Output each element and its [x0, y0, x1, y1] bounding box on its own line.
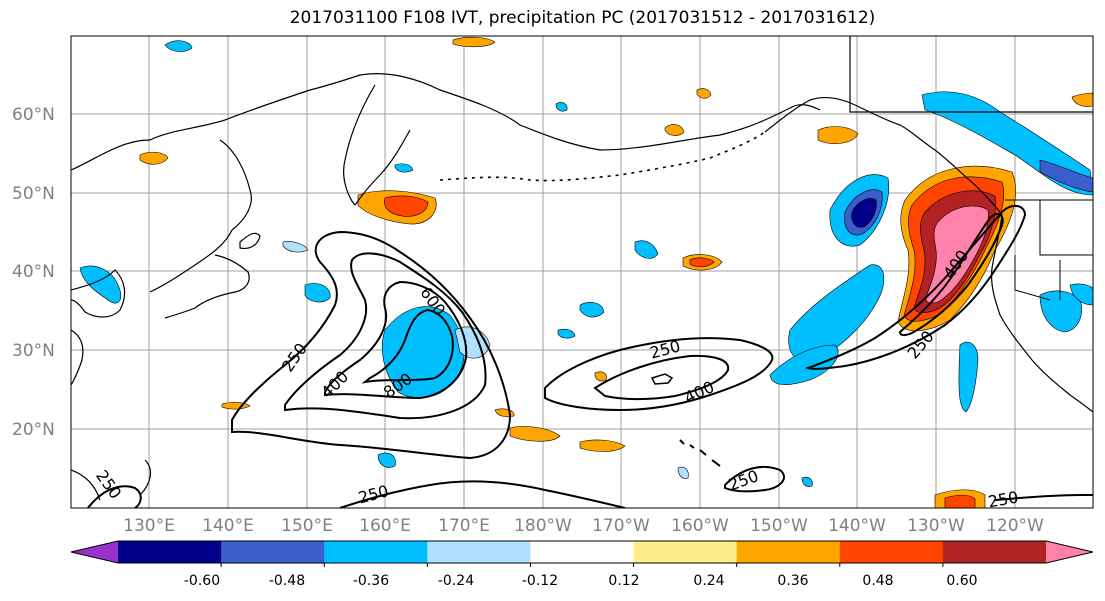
lat-label: 60°N — [12, 105, 55, 125]
contour-labels: 250 400 600 800 250 400 250 400 250 250 … — [92, 246, 1020, 511]
lat-label: 30°N — [12, 341, 55, 361]
colorbar-outline — [70, 540, 1094, 564]
lon-label: 140°W — [828, 516, 886, 536]
colorbar-segment — [427, 541, 531, 563]
lon-label: 180°W — [514, 516, 572, 536]
colorbar-segment — [221, 541, 325, 563]
colorbar: -0.60 -0.48 -0.36 -0.24 -0.12 0.12 0.24 … — [70, 540, 1094, 589]
colorbar-label: 0.60 — [946, 573, 977, 589]
map-frame — [70, 35, 1094, 509]
lon-label: 160°W — [671, 516, 729, 536]
colorbar-label: 0.36 — [777, 573, 808, 589]
colorbar-label: 0.48 — [862, 573, 893, 589]
lon-label: 150°W — [750, 516, 808, 536]
colorbar-segment — [839, 541, 944, 563]
colorbar-segment — [118, 541, 222, 563]
lat-label: 20°N — [12, 420, 55, 440]
colorbar-segment — [942, 541, 1047, 563]
colorbar-label: -0.24 — [438, 573, 474, 589]
colorbar-label: -0.36 — [353, 573, 389, 589]
colorbar-label: 0.12 — [608, 573, 639, 589]
colorbar-ticks — [220, 563, 944, 567]
colorbar-segment — [530, 541, 635, 563]
lat-label: 50°N — [12, 184, 55, 204]
lon-label: 130°E — [123, 516, 175, 536]
lon-label: 120°W — [986, 516, 1044, 536]
colorbar-labels: -0.60 -0.48 -0.36 -0.24 -0.12 0.12 0.24 … — [184, 573, 978, 589]
graticule — [71, 36, 1093, 508]
colorbar-label: -0.48 — [269, 573, 305, 589]
colorbar-label: 0.24 — [693, 573, 724, 589]
colorbar-segment — [1046, 541, 1093, 563]
longitude-labels: 130°E 140°E 150°E 160°E 170°E 180°W 170°… — [123, 516, 1044, 536]
colorbar-label: -0.12 — [522, 573, 558, 589]
lon-label: 170°E — [438, 516, 490, 536]
lat-label: 40°N — [12, 262, 55, 282]
coastlines — [71, 36, 1093, 501]
ivt-contours — [87, 204, 1093, 508]
colorbar-segment — [633, 541, 738, 563]
lon-label: 170°W — [592, 516, 650, 536]
colorbar-label: -0.60 — [184, 573, 220, 589]
precipitation-shading — [79, 36, 1093, 508]
lon-label: 130°W — [907, 516, 965, 536]
colorbar-segment — [71, 541, 118, 563]
latitude-labels: 20°N 30°N 40°N 50°N 60°N — [12, 105, 55, 440]
colorbar-segments — [71, 541, 1093, 563]
lon-label: 150°E — [281, 516, 333, 536]
lon-label: 140°E — [202, 516, 254, 536]
lon-label: 160°E — [359, 516, 411, 536]
map-title: 2017031100 F108 IVT, precipitation PC (2… — [289, 8, 876, 28]
colorbar-segment — [736, 541, 841, 563]
colorbar-segment — [324, 541, 428, 563]
